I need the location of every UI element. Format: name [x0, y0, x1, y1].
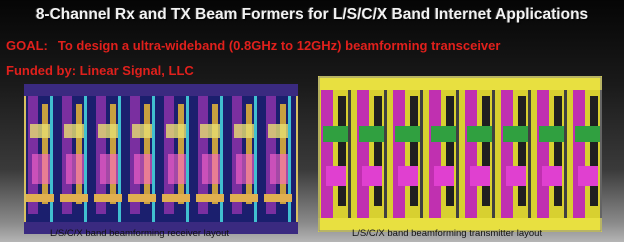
figure-caption: L/S/C/X band beamforming transmitter lay…	[352, 228, 543, 239]
goal: GOAL: To design a ultra-wideband (0.8GHz …	[6, 38, 500, 53]
transmitter-layout	[318, 76, 602, 232]
funding: Funded by: Linear Signal, LLC	[6, 63, 194, 78]
receiver-layout	[24, 84, 298, 234]
slide-title: 8-Channel Rx and TX Beam Formers for L/S…	[35, 6, 589, 23]
goal-text: To design a ultra-wideband (0.8GHz to 12…	[57, 38, 501, 53]
figure-caption: L/S/C/X band beamforming receiver layout	[50, 228, 230, 239]
goal-label: GOAL:	[6, 38, 48, 53]
